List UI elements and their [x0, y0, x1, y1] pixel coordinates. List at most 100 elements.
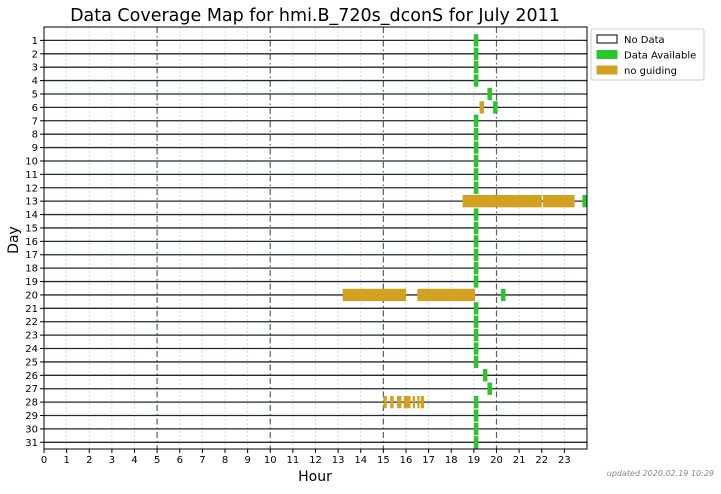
no-guiding-segment-day28-7: [396, 395, 402, 409]
data-available-segment-day6-5: [493, 101, 498, 114]
no-guiding-segment-day28-11: [420, 395, 425, 409]
x-tick-label-9: 9: [244, 455, 250, 466]
data-available-segment-day29-28: [473, 409, 479, 422]
x-tick-label-20: 20: [490, 455, 503, 466]
data-available-segment-day27-26: [487, 382, 492, 395]
y-tick-label-11: 11: [25, 170, 38, 181]
x-tick-label-14: 14: [354, 455, 367, 466]
chart-title: Data Coverage Map for hmi.B_720s_dconS f…: [70, 6, 560, 26]
x-tick-label-8: 8: [222, 455, 228, 466]
no-guiding-segment-day13-1: [462, 194, 542, 208]
data-available-segment-day31-30: [473, 436, 479, 449]
y-tick-label-12: 12: [25, 183, 38, 194]
y-tick-label-2: 2: [32, 49, 38, 60]
y-tick-label-4: 4: [32, 76, 38, 87]
y-tick-label-3: 3: [32, 63, 38, 74]
data-available-segment-day1-0: [473, 34, 479, 47]
y-tick-label-25: 25: [25, 357, 38, 368]
data-available-segment-day9-8: [473, 141, 479, 154]
y-tick-label-7: 7: [32, 116, 38, 127]
y-tick-label-6: 6: [32, 103, 38, 114]
x-tick-label-23: 23: [558, 455, 571, 466]
y-tick-label-21: 21: [25, 304, 38, 315]
y-tick-label-17: 17: [25, 250, 38, 261]
x-tick-label-10: 10: [264, 455, 277, 466]
x-tick-label-1: 1: [63, 455, 69, 466]
x-axis-label: Hour: [298, 469, 332, 485]
y-tick-label-14: 14: [25, 210, 38, 221]
no-guiding-segment-day28-9: [412, 395, 416, 409]
y-tick-label-27: 27: [25, 384, 38, 395]
data-available-segment-day12-11: [473, 181, 479, 194]
y-tick-label-22: 22: [25, 317, 38, 328]
x-tick-label-15: 15: [377, 455, 390, 466]
data-available-segment-day8-7: [473, 128, 479, 141]
legend-label-no-guiding: no guiding: [624, 66, 677, 77]
x-tick-label-21: 21: [513, 455, 526, 466]
y-tick-label-19: 19: [25, 277, 38, 288]
data-available-segment-day4-3: [473, 74, 479, 87]
y-tick-label-9: 9: [32, 143, 38, 154]
data-available-segment-day18-17: [473, 261, 479, 275]
y-tick-label-31: 31: [25, 438, 38, 449]
x-tick-label-12: 12: [309, 455, 322, 466]
y-tick-label-30: 30: [25, 424, 38, 435]
y-tick-label-10: 10: [25, 156, 38, 167]
x-tick-label-0: 0: [41, 455, 47, 466]
y-tick-label-28: 28: [25, 398, 38, 409]
legend: No Data Data Available no guiding: [590, 28, 705, 81]
data-available-segment-day25-24: [473, 355, 479, 369]
data-available-segment-day17-16: [473, 248, 479, 261]
no-guiding-segment-day28-6: [390, 395, 394, 409]
no-guiding-segment-day13-2: [542, 194, 575, 208]
data-available-segment-day14-13: [473, 208, 479, 221]
data-available-segment-day15-14: [473, 221, 479, 235]
y-tick-label-15: 15: [25, 223, 38, 234]
data-available-segment-day20-19: [501, 288, 506, 302]
no-guiding-segment-day20-4: [417, 288, 476, 302]
y-tick-label-5: 5: [32, 89, 38, 100]
y-tick-label-16: 16: [25, 237, 38, 248]
no-guiding-segment-day28-8: [403, 395, 411, 409]
data-available-segment-day7-6: [473, 114, 479, 127]
y-tick-label-29: 29: [25, 411, 38, 422]
x-tick-label-5: 5: [154, 455, 160, 466]
y-tick-label-8: 8: [32, 130, 38, 141]
y-tick-label-1: 1: [32, 36, 38, 47]
x-tick-label-16: 16: [400, 455, 413, 466]
y-axis-label: Day: [6, 226, 22, 254]
x-tick-label-19: 19: [468, 455, 481, 466]
x-tick-label-18: 18: [445, 455, 458, 466]
data-available-segment-day19-18: [473, 275, 479, 288]
plot-frame: [43, 26, 588, 450]
x-tick-label-6: 6: [177, 455, 183, 466]
legend-swatch-no-data: [596, 34, 618, 44]
y-tick-label-26: 26: [25, 371, 38, 382]
legend-label-no-data: No Data: [624, 35, 665, 46]
data-available-segment-day21-20: [473, 302, 479, 315]
data-available-segment-day11-10: [473, 168, 479, 181]
x-tick-label-3: 3: [109, 455, 115, 466]
data-available-segment-day13-12: [582, 194, 587, 208]
data-available-segment-day24-23: [473, 342, 479, 355]
no-guiding-segment-day6-0: [479, 101, 485, 114]
data-available-segment-day2-1: [473, 47, 479, 60]
legend-box: [590, 28, 705, 81]
updated-timestamp: updated 2020.02.19 10:29: [607, 469, 714, 478]
x-tick-label-2: 2: [86, 455, 92, 466]
x-tick-label-4: 4: [131, 455, 137, 466]
x-tick-label-22: 22: [535, 455, 548, 466]
no-guiding-segment-day28-5: [383, 395, 387, 409]
no-guiding-segment-day20-3: [342, 288, 406, 302]
data-available-segment-day23-22: [473, 328, 479, 342]
y-tick-label-23: 23: [25, 331, 38, 342]
no-guiding-segment-day28-10: [417, 395, 420, 409]
data-available-segment-day5-4: [487, 87, 492, 101]
data-available-segment-day28-27: [473, 395, 479, 409]
x-tick-label-11: 11: [287, 455, 300, 466]
data-available-segment-day3-2: [473, 61, 479, 74]
data-available-segment-day22-21: [473, 315, 479, 328]
x-tick-label-7: 7: [199, 455, 205, 466]
